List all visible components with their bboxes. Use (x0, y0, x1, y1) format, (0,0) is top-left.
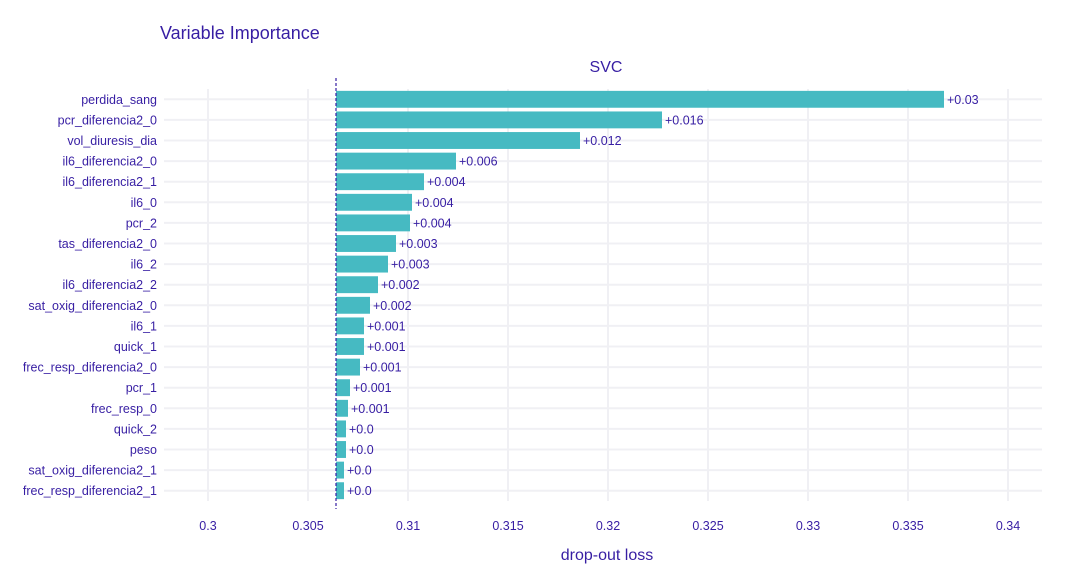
bar (336, 152, 456, 170)
x-tick-label: 0.3 (199, 519, 216, 533)
bar (336, 358, 360, 376)
data-label: +0.003 (391, 258, 430, 272)
chart-title: Variable Importance (160, 23, 320, 43)
data-label: +0.001 (367, 340, 406, 354)
bar (336, 317, 364, 335)
x-tick-labels: 0.3 0.305 0.31 0.315 0.32 0.325 0.33 0.335 0.34 (199, 519, 1020, 533)
bar (336, 420, 346, 438)
data-label: +0.03 (947, 93, 979, 107)
category-label: il6_diferencia2_0 (62, 155, 157, 169)
bar (336, 111, 662, 129)
data-label: +0.002 (373, 299, 412, 313)
category-label: pcr_2 (126, 216, 157, 230)
bar (336, 441, 346, 458)
x-tick-label: 0.32 (596, 519, 620, 533)
category-label: frec_resp_diferencia2_0 (23, 361, 157, 375)
category-label: perdida_sang (81, 93, 157, 107)
category-label: vol_diuresis_dia (67, 134, 157, 148)
bar (336, 276, 378, 294)
x-tick-label: 0.34 (996, 519, 1020, 533)
category-label: sat_oxig_diferencia2_0 (28, 299, 157, 313)
bar (336, 482, 344, 500)
category-label: tas_diferencia2_0 (58, 237, 157, 251)
bar (336, 132, 580, 149)
category-label: frec_resp_0 (91, 402, 157, 416)
category-label: quick_1 (114, 340, 157, 354)
data-label: +0.0 (347, 484, 372, 498)
bar (336, 193, 412, 211)
category-label: sat_oxig_diferencia2_1 (28, 464, 157, 478)
x-tick-label: 0.315 (492, 519, 523, 533)
data-label: +0.0 (349, 443, 374, 457)
bar (336, 379, 350, 397)
bar (336, 296, 370, 314)
bar (336, 214, 410, 232)
data-label: +0.004 (415, 196, 454, 210)
data-label: +0.0 (347, 464, 372, 478)
data-label: +0.001 (351, 402, 390, 416)
category-label: il6_2 (131, 258, 157, 272)
bar (336, 173, 424, 191)
x-tick-label: 0.305 (292, 519, 323, 533)
category-label: il6_0 (131, 196, 157, 210)
grid (164, 89, 1042, 501)
data-labels: +0.03 +0.016 +0.012 +0.006 +0.004 +0.004 +0.00… (347, 93, 979, 498)
category-label: peso (130, 443, 157, 457)
category-label: il6_diferencia2_1 (62, 175, 157, 189)
panel-subtitle: SVC (590, 59, 623, 76)
data-label: +0.006 (459, 155, 498, 169)
category-labels: perdida_sang pcr_diferencia2_0 vol_diuresi… (23, 93, 157, 498)
x-tick-label: 0.335 (892, 519, 923, 533)
bar (336, 338, 364, 355)
data-label: +0.001 (353, 381, 392, 395)
data-label: +0.004 (413, 216, 452, 230)
bar (336, 235, 396, 252)
data-label: +0.0 (349, 422, 374, 436)
category-label: frec_resp_diferencia2_1 (23, 484, 157, 498)
category-label: pcr_1 (126, 381, 157, 395)
category-label: pcr_diferencia2_0 (58, 113, 157, 127)
category-label: il6_diferencia2_2 (62, 278, 157, 292)
bar (336, 90, 944, 108)
data-label: +0.001 (363, 361, 402, 375)
bars (336, 90, 944, 500)
bar (336, 399, 348, 417)
bar (336, 255, 388, 273)
x-tick-label: 0.33 (796, 519, 820, 533)
data-label: +0.002 (381, 278, 420, 292)
x-tick-label: 0.31 (396, 519, 420, 533)
data-label: +0.016 (665, 113, 704, 127)
x-axis-title: drop-out loss (561, 547, 654, 564)
data-label: +0.003 (399, 237, 438, 251)
category-label: il6_1 (131, 319, 157, 333)
data-label: +0.012 (583, 134, 622, 148)
data-label: +0.004 (427, 175, 466, 189)
data-label: +0.001 (367, 319, 406, 333)
x-tick-label: 0.325 (692, 519, 723, 533)
category-label: quick_2 (114, 422, 157, 436)
bar (336, 461, 344, 479)
